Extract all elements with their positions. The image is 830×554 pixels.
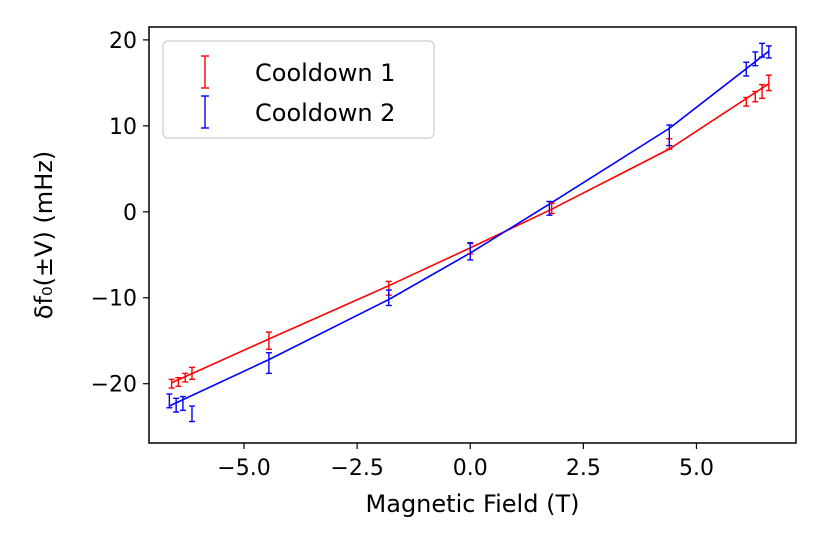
error-bar-cooldown-2 — [179, 395, 186, 412]
x-tick-label: −5.0 — [217, 456, 270, 481]
error-bar-cooldown-2 — [752, 51, 759, 67]
error-bar-cooldown-2 — [467, 242, 474, 261]
error-bar-cooldown-2 — [385, 289, 392, 307]
legend-marker-cooldown-2 — [201, 95, 209, 129]
legend-marker-cooldown-1 — [201, 55, 209, 89]
error-bar-cooldown-2 — [666, 124, 673, 147]
error-bar-cooldown-1 — [182, 372, 189, 383]
error-bar-cooldown-1 — [168, 378, 175, 389]
y-tick-label: −20 — [91, 373, 137, 398]
legend-label-cooldown-2: Cooldown 2 — [255, 99, 395, 127]
x-tick-label: 5.0 — [679, 456, 714, 481]
y-tick-label: −10 — [91, 287, 137, 312]
legend-box — [162, 40, 435, 139]
x-axis-label: Magnetic Field (T) — [366, 490, 580, 518]
error-bar-cooldown-2 — [765, 45, 772, 59]
x-tick-label: 2.5 — [566, 456, 601, 481]
error-bar-cooldown-2 — [743, 61, 750, 77]
error-bar-cooldown-1 — [743, 96, 750, 107]
y-axis-label: δf₀(±V) (mHz) — [30, 151, 58, 319]
y-tick-label: 10 — [109, 115, 137, 140]
error-bar-cooldown-2 — [166, 393, 173, 409]
x-tick-label: 0.0 — [453, 456, 488, 481]
x-ticks: −5.0 −2.5 0.0 2.5 5.0 — [217, 443, 714, 481]
x-tick-label: −2.5 — [330, 456, 383, 481]
y-tick-label: 20 — [109, 29, 137, 54]
error-bar-cooldown-1 — [175, 376, 182, 387]
error-bars — [166, 42, 772, 423]
plot-frame — [148, 26, 797, 444]
error-bar-cooldown-2 — [173, 397, 180, 413]
error-bar-cooldown-1 — [752, 90, 759, 103]
error-bar-cooldown-2 — [546, 200, 553, 216]
error-bar-cooldown-2 — [759, 42, 766, 58]
legend: Cooldown 1 Cooldown 2 — [162, 40, 435, 139]
legend-label-cooldown-1: Cooldown 1 — [255, 59, 395, 87]
error-bar-cooldown-2 — [265, 352, 272, 375]
error-bar-cooldown-1 — [759, 83, 766, 100]
error-bar-cooldown-1 — [188, 366, 195, 381]
error-bar-cooldown-1 — [765, 74, 772, 92]
error-bar-cooldown-2 — [188, 405, 195, 423]
y-ticks: −20 −10 0 10 20 — [91, 29, 149, 398]
error-bar-cooldown-1 — [265, 331, 272, 351]
y-tick-label: 0 — [123, 201, 137, 226]
